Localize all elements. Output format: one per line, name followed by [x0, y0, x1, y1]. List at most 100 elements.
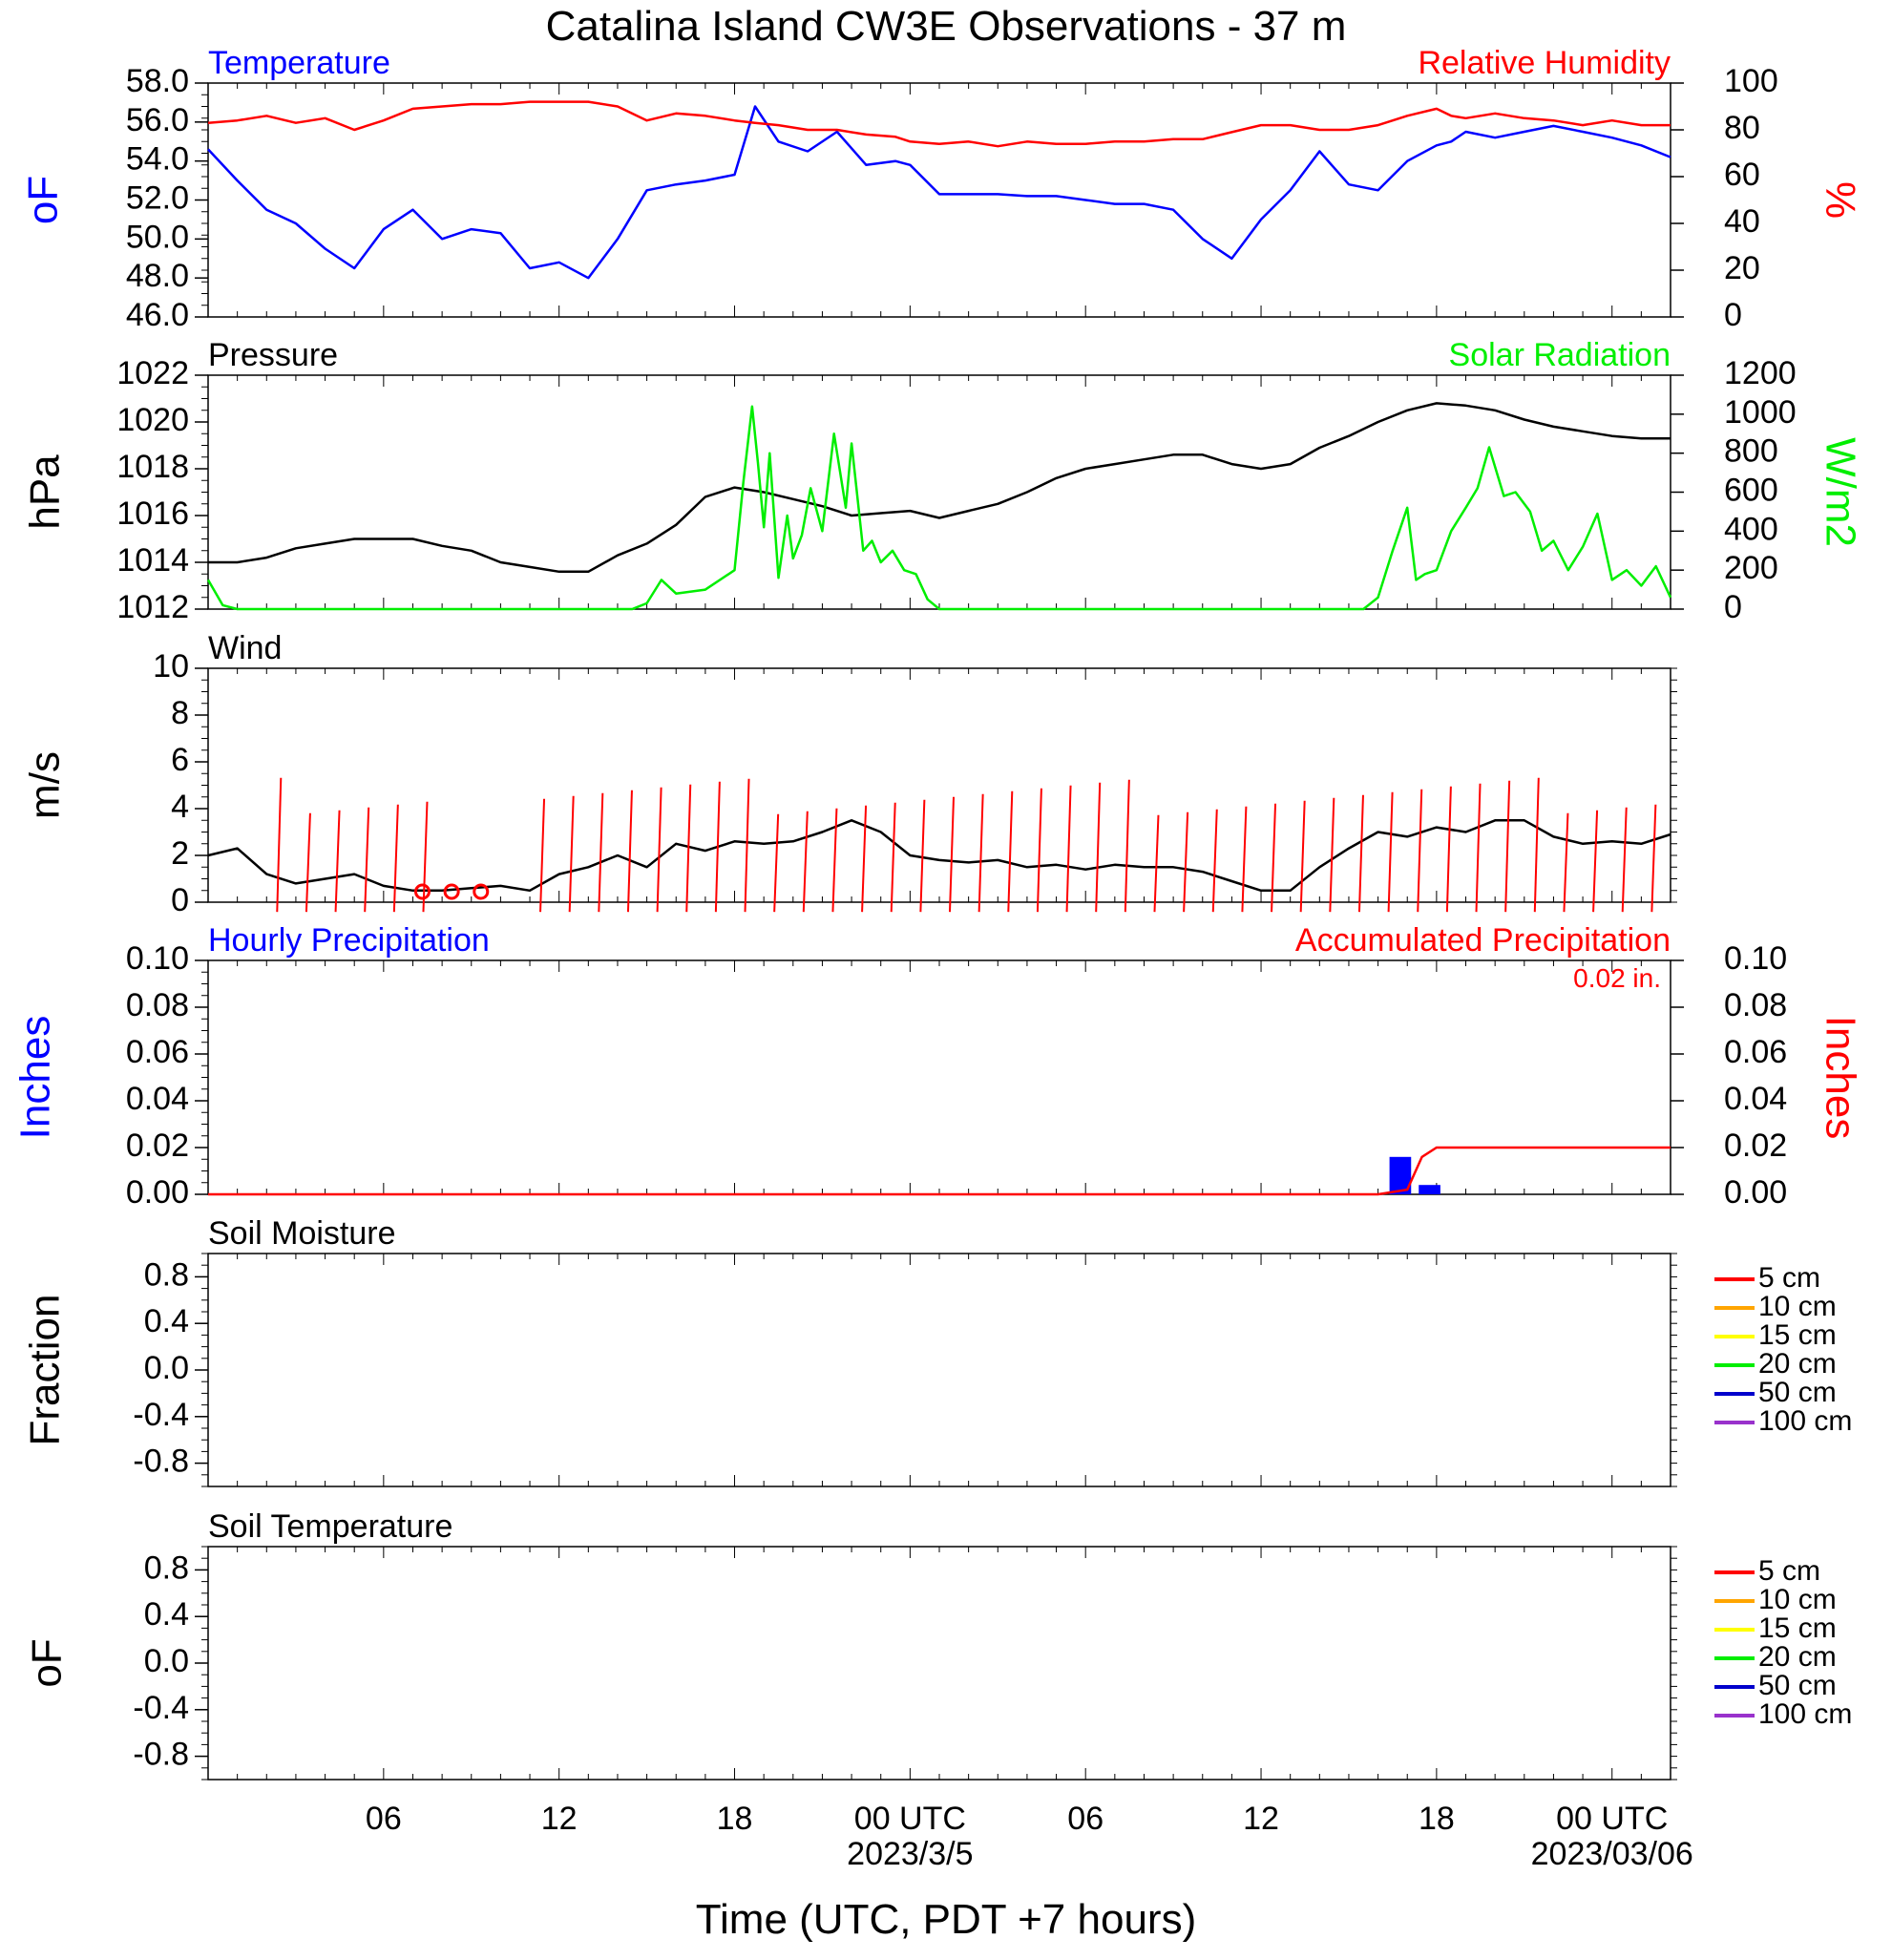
- panel-3-ytick-label-right: 0.02: [1724, 1128, 1787, 1164]
- wind-calm-marker: [443, 883, 460, 900]
- panel-3-ytick-label-left: 0.04: [126, 1081, 189, 1117]
- panel-0-ylabel-right: %: [1817, 181, 1863, 219]
- panel-5-legend-label: 100 cm: [1758, 1698, 1852, 1730]
- wind-barb: [1211, 809, 1218, 913]
- panel-0: 58.056.054.052.050.048.046.0 100 80 60 40 20 0…: [20, 45, 1864, 333]
- panel-3-ytick-label-right: 0.08: [1724, 987, 1787, 1023]
- panel-3: 0.10 0.08 0.06 0.04 0.02 0.00 0.10 0.08 0.06 0.04…: [12, 922, 1864, 1211]
- x-date-label: 2023/3/5: [847, 1836, 973, 1872]
- wind-barb: [1095, 782, 1102, 913]
- panel-1-ytick-label-right: 0: [1724, 589, 1742, 625]
- wind-barb: [1183, 811, 1189, 913]
- wind-barb: [1065, 785, 1072, 913]
- hourly-precip-bar-0: [1389, 1156, 1412, 1194]
- panel-4: 0.8 0.4 0.0 -0.4 -0.8 Soil Moisture Fraction 5 …: [22, 1215, 1852, 1487]
- panel-3-ytick-label-left: 0.10: [126, 940, 189, 977]
- panel-5-ylabel-left-group: oF: [24, 1638, 71, 1687]
- x-tick-label: 12: [541, 1801, 578, 1837]
- panel-2-ytick-label-left: 2: [171, 835, 189, 872]
- panel-4-ytick-label-left: 0.0: [144, 1350, 189, 1386]
- panel-1-ytick-label-left: 1020: [116, 402, 189, 438]
- panel-2-ytick-label-left: 10: [153, 648, 189, 685]
- panel-3-ytick-label-right: 0.00: [1724, 1174, 1787, 1211]
- wind-barb: [1475, 783, 1482, 913]
- panel-0-series-0: [207, 105, 1671, 280]
- x-tick-label: 12: [1243, 1801, 1279, 1837]
- panel-0-ylabel-left: oF: [20, 176, 67, 224]
- panel-5-legend-label: 15 cm: [1758, 1612, 1837, 1644]
- panel-4-ytick-label-left: 0.4: [144, 1303, 189, 1339]
- panel-0-ytick-label-left: 56.0: [126, 102, 189, 138]
- wind-barb: [568, 795, 575, 913]
- wind-barb: [1153, 814, 1160, 913]
- panel-0-ytick-label-right: 40: [1724, 203, 1760, 240]
- x-tick-label: 00 UTC: [1556, 1801, 1668, 1837]
- wind-barb: [978, 793, 984, 913]
- wind-barb: [392, 804, 399, 913]
- panel-3-ylabel-right-group: Inches: [1817, 1016, 1863, 1140]
- panel-4-legend-label: 15 cm: [1758, 1319, 1837, 1351]
- panel-3-ytick-label-left: 0.02: [126, 1128, 189, 1164]
- panel-2-ylabel-left: m/s: [22, 751, 69, 819]
- wind-barb: [334, 810, 341, 913]
- panel-1-ytick-label-left: 1016: [116, 495, 189, 532]
- panel-1-ylabel-right-group: W/m2: [1817, 437, 1863, 547]
- wind-barb: [1445, 786, 1452, 913]
- wind-barb: [1621, 807, 1628, 913]
- panel-2-ylabel-left-group: m/s: [22, 751, 69, 819]
- wind-barb: [656, 787, 662, 913]
- panel-0-series-1: [207, 100, 1671, 148]
- panel-1-frame: [207, 374, 1671, 610]
- wind-barb: [1387, 791, 1394, 913]
- panel-1-title-right: Solar Radiation: [1449, 337, 1671, 373]
- wind-barb: [598, 792, 604, 913]
- panel-1-title-left: Pressure: [208, 337, 338, 373]
- panel-0-ytick-label-right: 60: [1724, 157, 1760, 193]
- panel-3-title-right: Accumulated Precipitation: [1295, 922, 1671, 959]
- panel-0-title-left: Temperature: [208, 45, 390, 81]
- panel-3-ytick-label-left: 0.06: [126, 1034, 189, 1070]
- wind-barb: [949, 796, 955, 913]
- panel-5-legend-label: 20 cm: [1758, 1641, 1837, 1673]
- panel-4-legend-label: 5 cm: [1758, 1262, 1820, 1294]
- panel-1-ylabel-left-group: hPa: [22, 454, 69, 530]
- accumulated-precip-line: [208, 1146, 1671, 1196]
- panel-3-ytick-label-right: 0.06: [1724, 1034, 1787, 1070]
- panel-3-ytick-label-left: 0.08: [126, 987, 189, 1023]
- panel-4-legend-label: 50 cm: [1758, 1377, 1837, 1408]
- panel-4-title-left: Soil Moisture: [208, 1215, 396, 1252]
- panel-5-ytick-label-left: -0.4: [133, 1690, 189, 1726]
- panel-0-ytick-label-left: 48.0: [126, 258, 189, 294]
- wind-barb: [422, 801, 429, 913]
- panel-2-frame: [207, 667, 1671, 903]
- panel-0-ytick-label-left: 58.0: [126, 63, 189, 99]
- wind-barb: [1299, 800, 1306, 913]
- panel-1-ytick-label-right: 1000: [1724, 394, 1797, 431]
- panel-2-ytick-label-left: 0: [171, 882, 189, 918]
- panel-1-ytick-label-right: 800: [1724, 433, 1778, 470]
- wind-barb: [1036, 788, 1042, 913]
- panel-1-ylabel-right: W/m2: [1817, 437, 1863, 547]
- panel-5-ytick-label-left: 0.8: [144, 1549, 189, 1586]
- wind-barb: [861, 805, 868, 913]
- panel-4-legend-label: 100 cm: [1758, 1405, 1852, 1437]
- wind-barb: [1533, 777, 1540, 913]
- panel-5-legend-label: 50 cm: [1758, 1670, 1837, 1701]
- panel-1-series-0: [208, 402, 1671, 574]
- panel-1-ytick-label-right: 1200: [1724, 355, 1797, 391]
- panel-1-series-1: [206, 405, 1672, 611]
- x-axis-label: Time (UTC, PDT +7 hours): [696, 1896, 1196, 1943]
- panel-5-legend-label: 10 cm: [1758, 1584, 1837, 1615]
- wind-barb: [744, 778, 750, 913]
- panel-4-frame: [207, 1253, 1671, 1487]
- panel-0-ytick-label-left: 50.0: [126, 219, 189, 255]
- panel-5-ytick-label-left: 0.0: [144, 1643, 189, 1679]
- panel-3-frame: [207, 959, 1671, 1195]
- panel-0-ytick-label-left: 46.0: [126, 297, 189, 333]
- panel-1-ytick-label-left: 1022: [116, 355, 189, 391]
- panel-4-legend-label: 20 cm: [1758, 1348, 1837, 1380]
- wind-barb: [626, 790, 633, 913]
- panel-1-ytick-label-left: 1012: [116, 589, 189, 625]
